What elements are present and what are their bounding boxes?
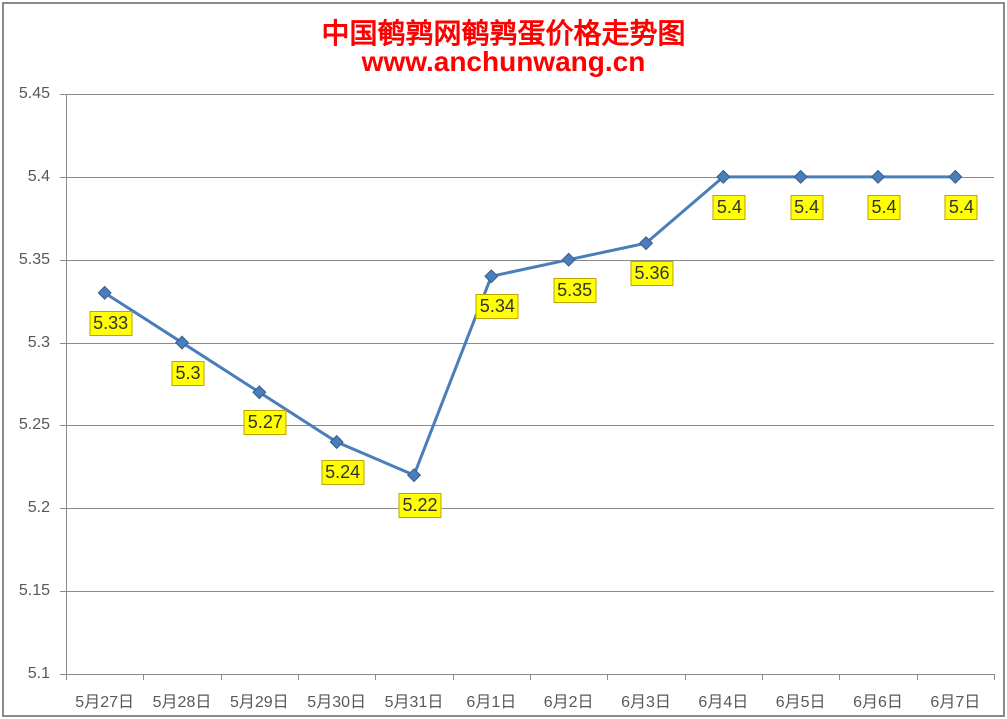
- y-tick-label: 5.4: [28, 168, 50, 186]
- x-tick-label: 5月27日: [75, 688, 134, 712]
- data-label: 5.4: [713, 195, 746, 220]
- data-label: 5.4: [867, 195, 900, 220]
- x-tick-mark: [917, 674, 918, 680]
- data-marker: [485, 270, 498, 283]
- data-label: 5.22: [398, 493, 441, 518]
- data-marker: [872, 170, 885, 183]
- data-label: 5.3: [171, 361, 204, 386]
- x-tick-label: 5月31日: [385, 688, 444, 712]
- x-tick-mark: [375, 674, 376, 680]
- data-label: 5.33: [89, 311, 132, 336]
- x-tick-mark: [453, 674, 454, 680]
- x-tick-label: 6月2日: [544, 688, 594, 712]
- data-label: 5.36: [630, 261, 673, 286]
- data-marker: [794, 170, 807, 183]
- y-tick-label: 5.15: [19, 582, 50, 600]
- x-tick-label: 6月5日: [776, 688, 826, 712]
- x-tick-label: 6月3日: [621, 688, 671, 712]
- x-tick-mark: [143, 674, 144, 680]
- data-label: 5.24: [321, 460, 364, 485]
- y-tick-label: 5.25: [19, 416, 50, 434]
- chart-container: 中国鹌鹑网鹌鹑蛋价格走势图www.anchunwang.cn5.15.155.2…: [0, 0, 1007, 719]
- y-tick-label: 5.35: [19, 251, 50, 269]
- plot-area: 5.15.155.25.255.35.355.45.455月27日5月28日5月…: [66, 94, 994, 674]
- x-tick-label: 6月6日: [853, 688, 903, 712]
- x-tick-mark: [685, 674, 686, 680]
- x-tick-mark: [530, 674, 531, 680]
- x-tick-label: 5月30日: [307, 688, 366, 712]
- x-tick-mark: [762, 674, 763, 680]
- data-marker: [408, 469, 421, 482]
- data-label: 5.4: [790, 195, 823, 220]
- x-tick-mark: [221, 674, 222, 680]
- data-label: 5.27: [244, 410, 287, 435]
- series-line: [66, 94, 994, 674]
- y-tick-label: 5.45: [19, 85, 50, 103]
- data-marker: [562, 253, 575, 266]
- data-label: 5.4: [945, 195, 978, 220]
- x-tick-mark: [298, 674, 299, 680]
- data-marker: [949, 170, 962, 183]
- x-tick-mark: [994, 674, 995, 680]
- x-tick-label: 5月29日: [230, 688, 289, 712]
- x-tick-label: 5月28日: [153, 688, 212, 712]
- data-label: 5.34: [476, 294, 519, 319]
- x-tick-mark: [839, 674, 840, 680]
- x-tick-mark: [66, 674, 67, 680]
- y-tick-label: 5.3: [28, 334, 50, 352]
- chart-subtitle: www.anchunwang.cn: [0, 46, 1007, 78]
- y-tick-label: 5.2: [28, 499, 50, 517]
- x-tick-label: 6月4日: [698, 688, 748, 712]
- x-tick-label: 6月1日: [466, 688, 516, 712]
- data-label: 5.35: [553, 278, 596, 303]
- y-tick-label: 5.1: [28, 665, 50, 683]
- x-tick-mark: [607, 674, 608, 680]
- x-tick-label: 6月7日: [930, 688, 980, 712]
